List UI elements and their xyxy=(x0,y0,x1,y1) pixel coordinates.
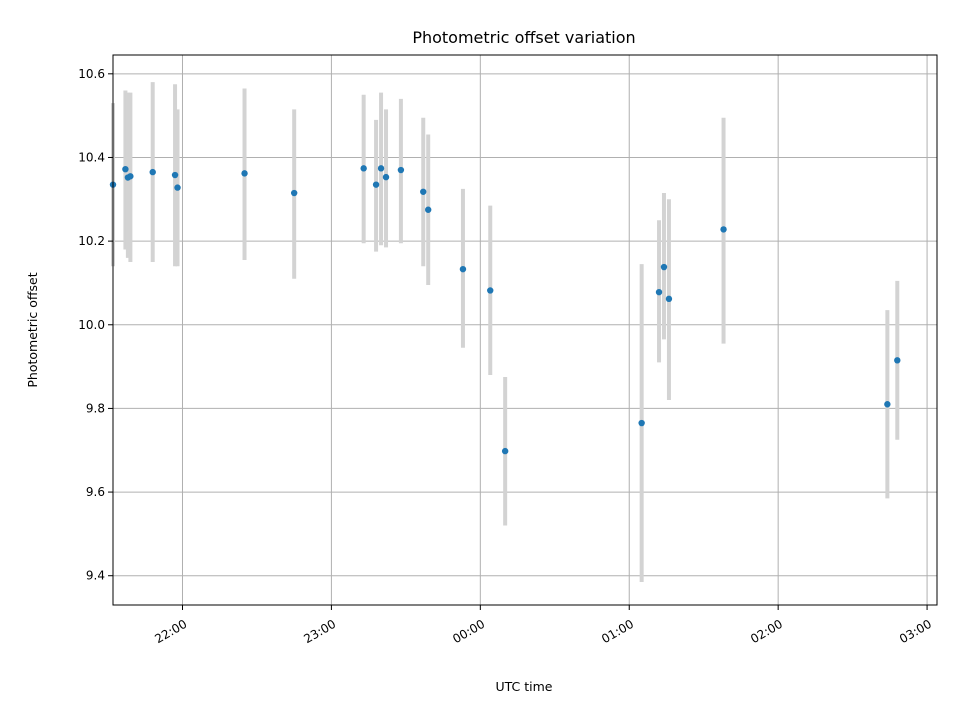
data-point xyxy=(894,357,901,364)
chart-title: Photometric offset variation xyxy=(412,28,635,47)
data-point xyxy=(290,189,298,197)
y-axis: 9.4 9.6 9.8 10.0 10.2 10.4 10.6 xyxy=(78,67,113,583)
data-point xyxy=(425,206,432,213)
data-point xyxy=(149,168,156,176)
data-point xyxy=(665,295,673,303)
data-point xyxy=(420,188,427,195)
data-point xyxy=(171,171,179,179)
data-point xyxy=(174,184,181,191)
data-point xyxy=(360,165,367,172)
y-tick-label: 9.8 xyxy=(86,401,105,415)
data-point xyxy=(397,166,405,174)
data-point xyxy=(501,447,509,455)
grid xyxy=(113,55,937,605)
y-tick-label: 10.6 xyxy=(78,67,105,81)
data-points xyxy=(109,165,901,455)
data-point xyxy=(655,288,663,296)
data-point xyxy=(241,170,248,177)
data-point xyxy=(127,173,134,180)
data-point xyxy=(660,263,668,271)
x-axis-label: UTC time xyxy=(496,679,553,694)
data-point xyxy=(377,165,385,172)
y-axis-label: Photometric offset xyxy=(25,272,40,387)
data-point xyxy=(638,419,645,427)
y-tick-label: 9.4 xyxy=(86,569,105,583)
data-point xyxy=(122,165,129,173)
y-tick-label: 10.0 xyxy=(78,318,105,332)
y-tick-label: 10.2 xyxy=(78,234,105,248)
data-point xyxy=(459,265,467,273)
y-tick-label: 10.4 xyxy=(78,150,105,164)
data-point xyxy=(720,226,727,233)
plot-area-frame xyxy=(112,54,938,606)
data-point xyxy=(487,287,494,294)
y-tick-label: 9.6 xyxy=(86,485,105,499)
data-point xyxy=(382,173,390,181)
data-point xyxy=(372,181,380,188)
data-point xyxy=(884,401,891,408)
